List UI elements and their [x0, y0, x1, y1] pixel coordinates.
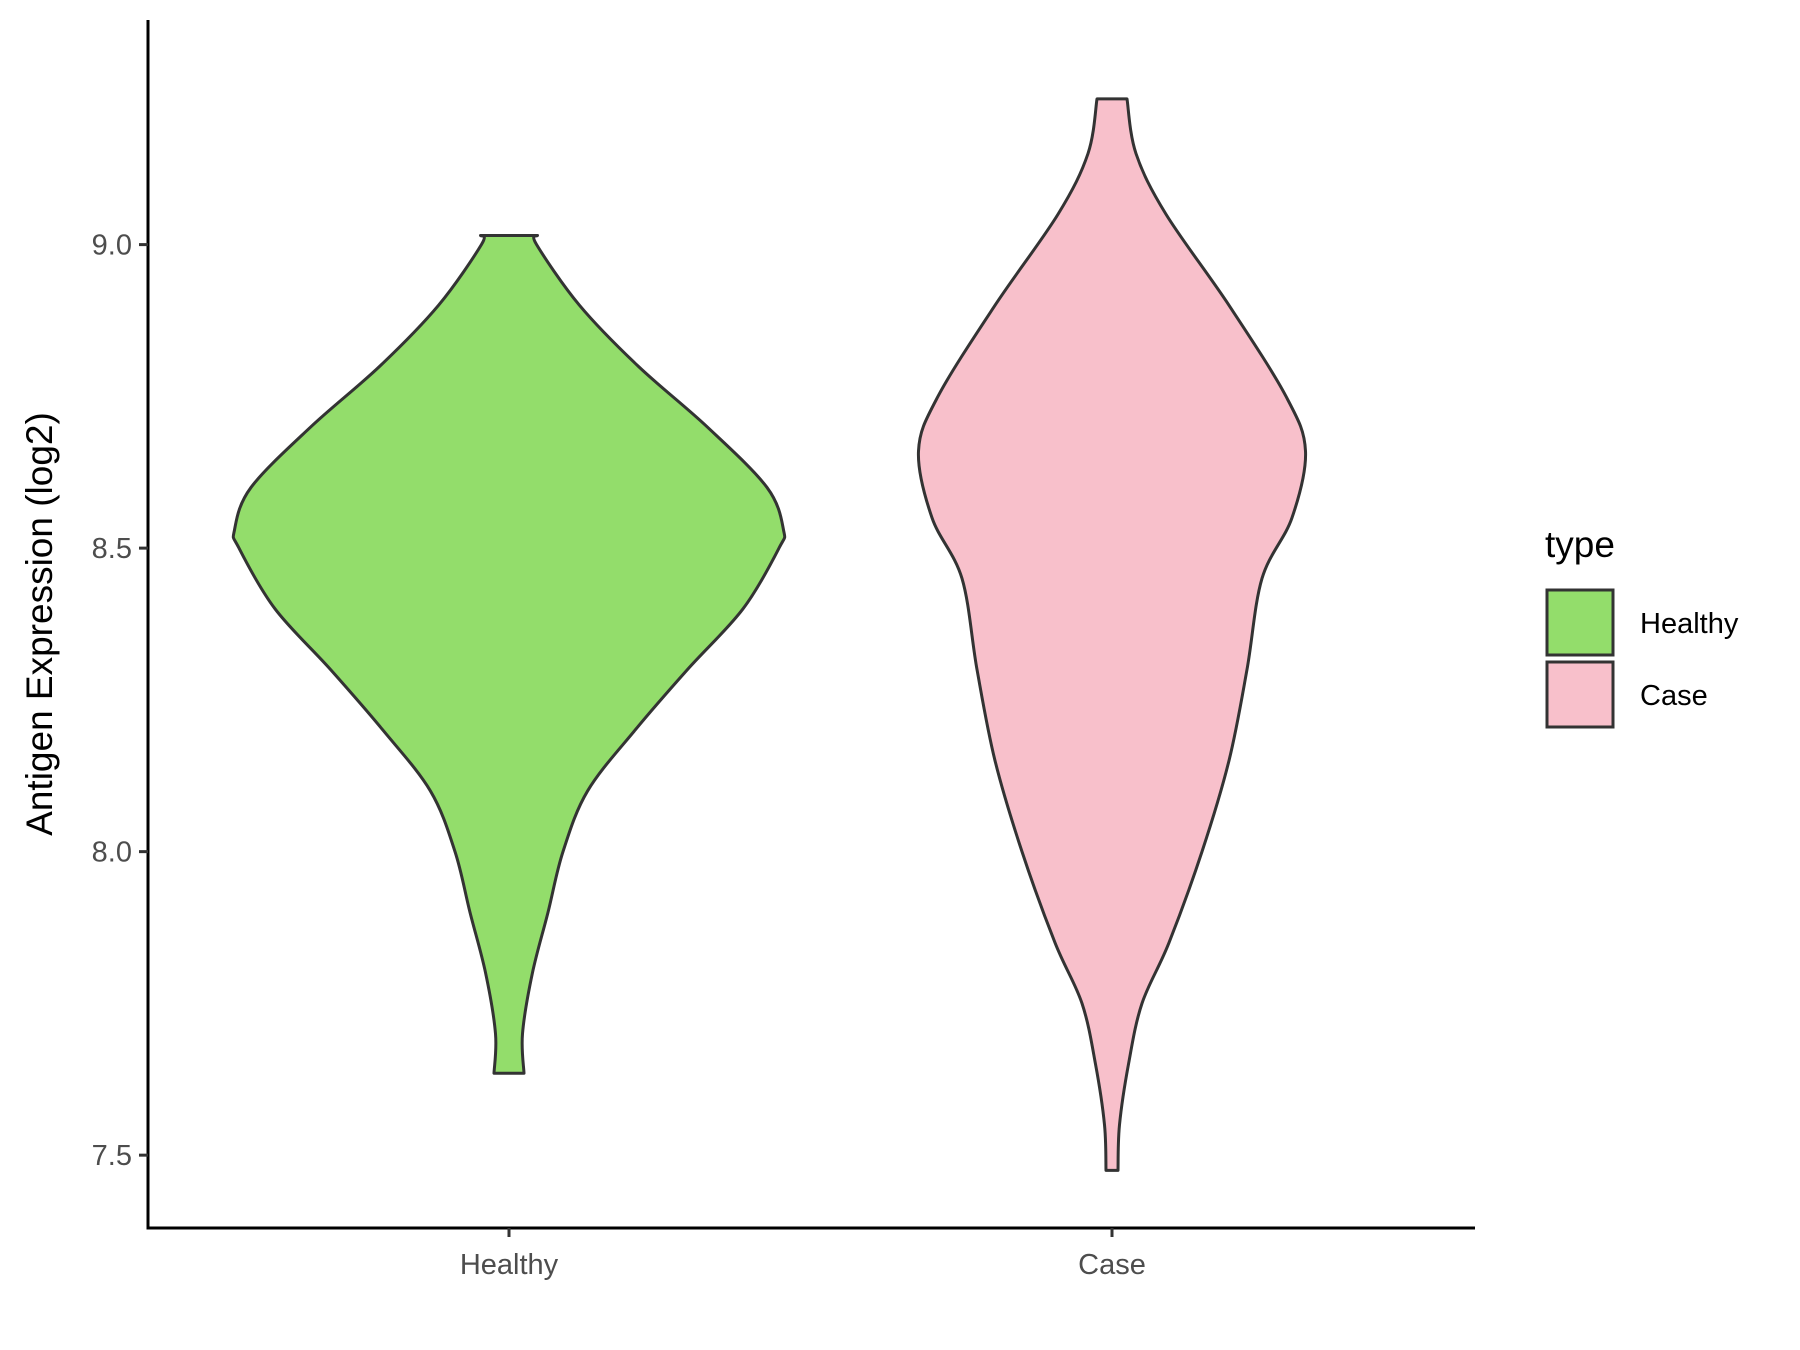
y-tick-label: 8.5 [92, 533, 132, 565]
legend-label-healthy: Healthy [1640, 608, 1739, 640]
y-axis-title: Antigen Expression (log2) [19, 412, 60, 836]
violin-case [916, 97, 1308, 1172]
x-axis-ticks: Healthy Case [460, 1228, 1146, 1281]
violins-layer [231, 97, 1308, 1172]
legend: type Healthy Case [1545, 524, 1739, 729]
violin-healthy [231, 234, 787, 1075]
y-axis-ticks: 7.5 8.0 8.5 9.0 [92, 230, 148, 1172]
x-tick-label: Healthy [460, 1249, 559, 1281]
y-tick-label: 9.0 [92, 230, 132, 262]
y-tick-label: 8.0 [92, 837, 132, 869]
x-tick-label: Case [1078, 1249, 1146, 1281]
legend-swatch-healthy [1545, 588, 1615, 657]
legend-swatch-case [1545, 660, 1615, 729]
legend-label-case: Case [1640, 680, 1708, 712]
y-tick-label: 7.5 [92, 1140, 132, 1172]
legend-title: type [1545, 524, 1615, 565]
